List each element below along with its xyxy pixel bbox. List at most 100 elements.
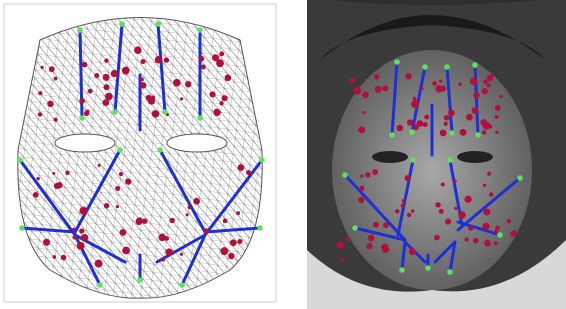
red-point xyxy=(409,248,416,255)
red-point xyxy=(483,209,490,216)
red-point xyxy=(359,186,364,191)
red-point xyxy=(98,164,101,167)
red-point xyxy=(230,239,237,246)
red-point xyxy=(180,253,183,256)
red-point xyxy=(54,118,58,122)
red-point xyxy=(165,248,173,256)
green-point xyxy=(79,115,85,121)
red-point xyxy=(119,172,123,176)
red-point xyxy=(495,225,500,230)
red-point xyxy=(223,218,228,223)
red-point xyxy=(185,81,191,87)
red-point xyxy=(346,237,351,242)
red-point xyxy=(397,125,404,132)
red-point xyxy=(407,213,411,217)
red-point xyxy=(203,228,209,234)
red-point xyxy=(423,122,428,127)
red-point xyxy=(210,91,216,97)
red-point xyxy=(38,91,42,95)
red-point xyxy=(495,131,498,134)
red-point xyxy=(95,260,103,268)
green-point xyxy=(389,132,395,138)
green-point xyxy=(162,109,168,115)
red-point xyxy=(494,241,498,245)
red-point xyxy=(79,98,85,104)
red-point xyxy=(454,180,457,183)
red-point xyxy=(407,119,413,125)
red-point xyxy=(372,169,378,175)
eye-right xyxy=(457,151,493,163)
green-point xyxy=(409,129,415,135)
green-point xyxy=(410,157,416,163)
eye-left xyxy=(372,151,408,163)
red-point xyxy=(104,203,109,208)
red-point xyxy=(125,178,131,184)
red-point xyxy=(382,85,388,91)
red-point xyxy=(77,242,85,250)
red-point xyxy=(186,213,189,216)
red-point xyxy=(353,87,361,95)
red-point xyxy=(201,65,206,70)
red-point xyxy=(402,199,406,203)
red-point xyxy=(358,197,364,203)
red-point xyxy=(460,129,467,136)
red-point xyxy=(199,56,205,62)
green-point xyxy=(119,21,125,27)
green-point xyxy=(449,130,455,136)
red-point xyxy=(52,172,55,175)
red-point xyxy=(38,112,42,116)
red-point xyxy=(374,74,379,79)
face xyxy=(332,50,532,290)
figure xyxy=(0,0,566,309)
red-point xyxy=(440,86,446,92)
red-point xyxy=(366,243,372,249)
red-point xyxy=(483,184,486,187)
red-point xyxy=(412,97,416,101)
green-point xyxy=(352,225,358,231)
green-point xyxy=(197,115,203,121)
red-point xyxy=(54,77,58,81)
red-point xyxy=(365,172,370,177)
red-point xyxy=(383,222,389,228)
red-point xyxy=(349,78,355,84)
red-point xyxy=(435,202,440,207)
red-point xyxy=(103,74,110,81)
red-point xyxy=(94,73,99,78)
eye-right xyxy=(167,134,227,152)
green-point xyxy=(517,175,523,181)
red-point xyxy=(105,93,113,101)
green-point xyxy=(197,27,203,33)
page: {} xyxy=(0,0,566,309)
red-point xyxy=(362,92,369,99)
red-point xyxy=(36,177,39,180)
red-point xyxy=(444,122,448,126)
red-point xyxy=(411,100,419,108)
red-point xyxy=(170,218,175,223)
red-point xyxy=(358,126,365,133)
green-point xyxy=(342,172,348,178)
red-point xyxy=(507,219,512,224)
red-point xyxy=(116,205,119,208)
red-point xyxy=(152,110,160,118)
red-point xyxy=(72,228,76,232)
red-point xyxy=(213,109,220,116)
red-point xyxy=(439,79,442,82)
green-point xyxy=(422,64,428,70)
red-point xyxy=(103,84,109,90)
red-point xyxy=(405,175,411,181)
red-point xyxy=(395,209,399,213)
red-point xyxy=(441,183,445,187)
red-point xyxy=(411,209,414,212)
red-point xyxy=(373,222,379,228)
red-point xyxy=(216,59,224,67)
red-point xyxy=(489,192,494,197)
green-point xyxy=(97,282,103,288)
red-point xyxy=(220,247,228,255)
red-point xyxy=(420,87,423,90)
red-point xyxy=(164,57,169,62)
red-point xyxy=(465,196,472,203)
green-point xyxy=(399,267,405,273)
red-point xyxy=(61,255,67,261)
red-point xyxy=(33,192,39,198)
red-point xyxy=(495,105,501,111)
